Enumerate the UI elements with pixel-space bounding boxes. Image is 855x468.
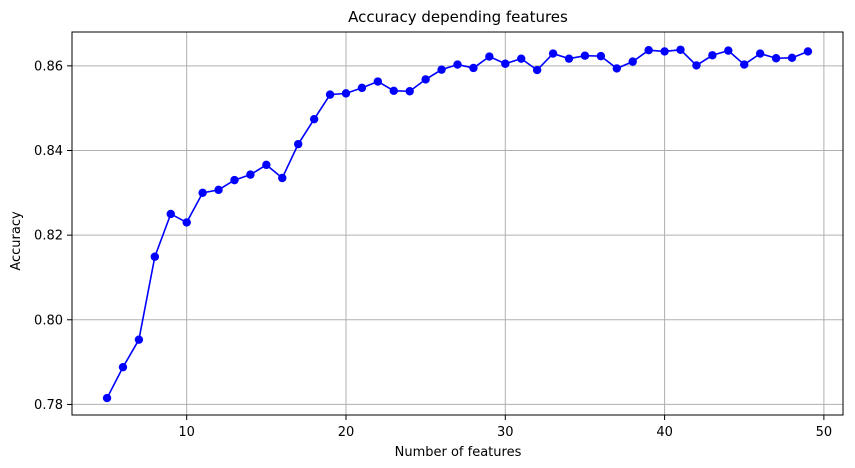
data-point — [596, 51, 606, 61]
data-point — [771, 54, 781, 63]
y-tick-label: 0.86 — [34, 59, 63, 74]
data-point — [676, 45, 685, 54]
data-point — [325, 90, 335, 99]
series-accuracy — [102, 45, 813, 403]
data-point — [246, 170, 255, 179]
y-tick-label: 0.80 — [34, 313, 63, 328]
data-point — [373, 77, 383, 86]
x-tick-label: 50 — [816, 425, 833, 440]
data-point — [787, 53, 797, 63]
axis-ticks: 10 20 30 40 50 0.78 0.80 0.82 0.84 0.86 — [34, 59, 832, 440]
data-point — [278, 173, 287, 183]
data-point — [612, 64, 621, 73]
x-tick-label: 30 — [497, 425, 514, 440]
data-point — [150, 252, 160, 261]
y-tick-label: 0.84 — [34, 144, 63, 159]
y-tick-label: 0.78 — [34, 398, 63, 413]
data-point — [469, 63, 478, 73]
data-point — [118, 362, 128, 372]
data-point — [405, 87, 414, 96]
data-point — [309, 114, 319, 124]
data-point — [421, 75, 430, 84]
data-point — [453, 60, 462, 69]
data-point — [294, 139, 303, 149]
data-point — [389, 86, 398, 96]
data-point — [198, 188, 207, 198]
data-point — [724, 46, 733, 55]
x-axis-label: Number of features — [395, 445, 522, 460]
data-point — [708, 51, 717, 60]
data-point — [580, 51, 590, 60]
data-point — [692, 61, 701, 70]
x-tick-label: 10 — [178, 425, 195, 440]
data-point — [262, 160, 271, 170]
data-point — [644, 45, 653, 55]
data-point — [485, 52, 494, 61]
data-point — [660, 47, 669, 56]
chart-title: Accuracy depending features — [348, 8, 568, 26]
data-point — [564, 54, 574, 63]
data-point — [532, 65, 542, 75]
data-point — [803, 47, 813, 56]
x-tick-label: 40 — [656, 425, 673, 440]
data-point — [166, 209, 175, 219]
grid-lines — [72, 32, 843, 415]
data-point — [501, 59, 510, 68]
series-line — [106, 48, 809, 399]
data-point — [740, 60, 749, 69]
data-point — [437, 65, 446, 74]
data-point — [341, 89, 351, 98]
y-tick-label: 0.82 — [34, 229, 63, 244]
data-point — [755, 49, 765, 58]
data-point — [548, 49, 558, 58]
x-tick-label: 20 — [338, 425, 355, 440]
data-point — [357, 83, 367, 93]
data-point — [182, 218, 191, 227]
data-point — [214, 185, 223, 195]
data-point — [517, 54, 526, 63]
data-point — [628, 57, 637, 66]
data-point — [134, 335, 144, 344]
axes-frame — [71, 31, 844, 416]
y-axis-label: Accuracy — [9, 211, 24, 271]
data-point — [102, 393, 112, 403]
data-point — [230, 175, 239, 185]
